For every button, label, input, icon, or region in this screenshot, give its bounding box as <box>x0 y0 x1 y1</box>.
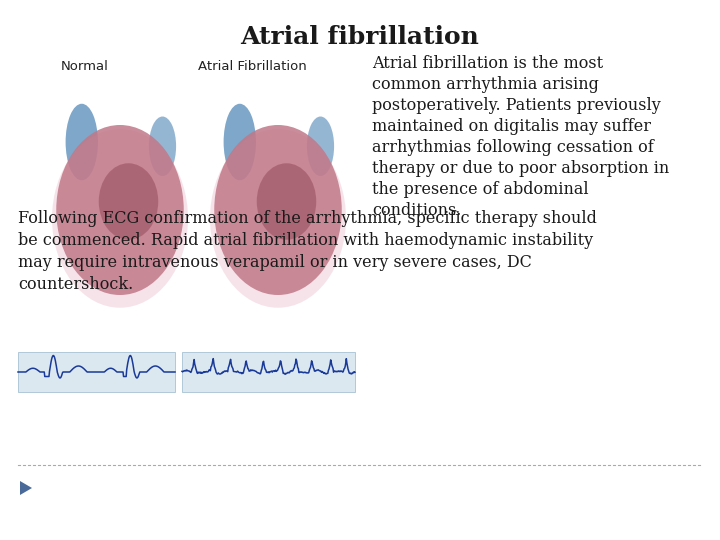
Text: Atrial fibrillation: Atrial fibrillation <box>240 25 480 49</box>
Text: maintained on digitalis may suffer: maintained on digitalis may suffer <box>372 118 651 135</box>
Ellipse shape <box>99 163 158 240</box>
Text: therapy or due to poor absorption in: therapy or due to poor absorption in <box>372 160 670 177</box>
Ellipse shape <box>56 125 184 295</box>
Bar <box>182 352 355 392</box>
Text: postoperatively. Patients previously: postoperatively. Patients previously <box>372 97 661 114</box>
Ellipse shape <box>52 129 188 308</box>
Text: Normal: Normal <box>61 60 109 73</box>
Text: arrhythmias following cessation of: arrhythmias following cessation of <box>372 139 654 156</box>
Text: Atrial Fibrillation: Atrial Fibrillation <box>197 60 307 73</box>
Text: countershock.: countershock. <box>18 276 133 293</box>
Ellipse shape <box>66 104 98 180</box>
Ellipse shape <box>257 163 316 240</box>
Ellipse shape <box>210 129 346 308</box>
Bar <box>18 352 175 392</box>
Text: may require intravenous verapamil or in very severe cases, DC: may require intravenous verapamil or in … <box>18 254 532 271</box>
Text: the presence of abdominal: the presence of abdominal <box>372 181 589 198</box>
Ellipse shape <box>224 104 256 180</box>
Ellipse shape <box>307 117 334 176</box>
Text: be commenced. Rapid atrial fibrillation with haemodynamic instability: be commenced. Rapid atrial fibrillation … <box>18 232 593 249</box>
Ellipse shape <box>215 125 342 295</box>
Ellipse shape <box>149 117 176 176</box>
Polygon shape <box>20 481 32 495</box>
Text: Following ECG confirmation of the arrhythmia, specific therapy should: Following ECG confirmation of the arrhyt… <box>18 210 597 227</box>
Text: Atrial fibrillation is the most: Atrial fibrillation is the most <box>372 55 603 72</box>
Text: conditions.: conditions. <box>372 202 462 219</box>
Bar <box>15 50 358 405</box>
Text: common arrhythmia arising: common arrhythmia arising <box>372 76 599 93</box>
